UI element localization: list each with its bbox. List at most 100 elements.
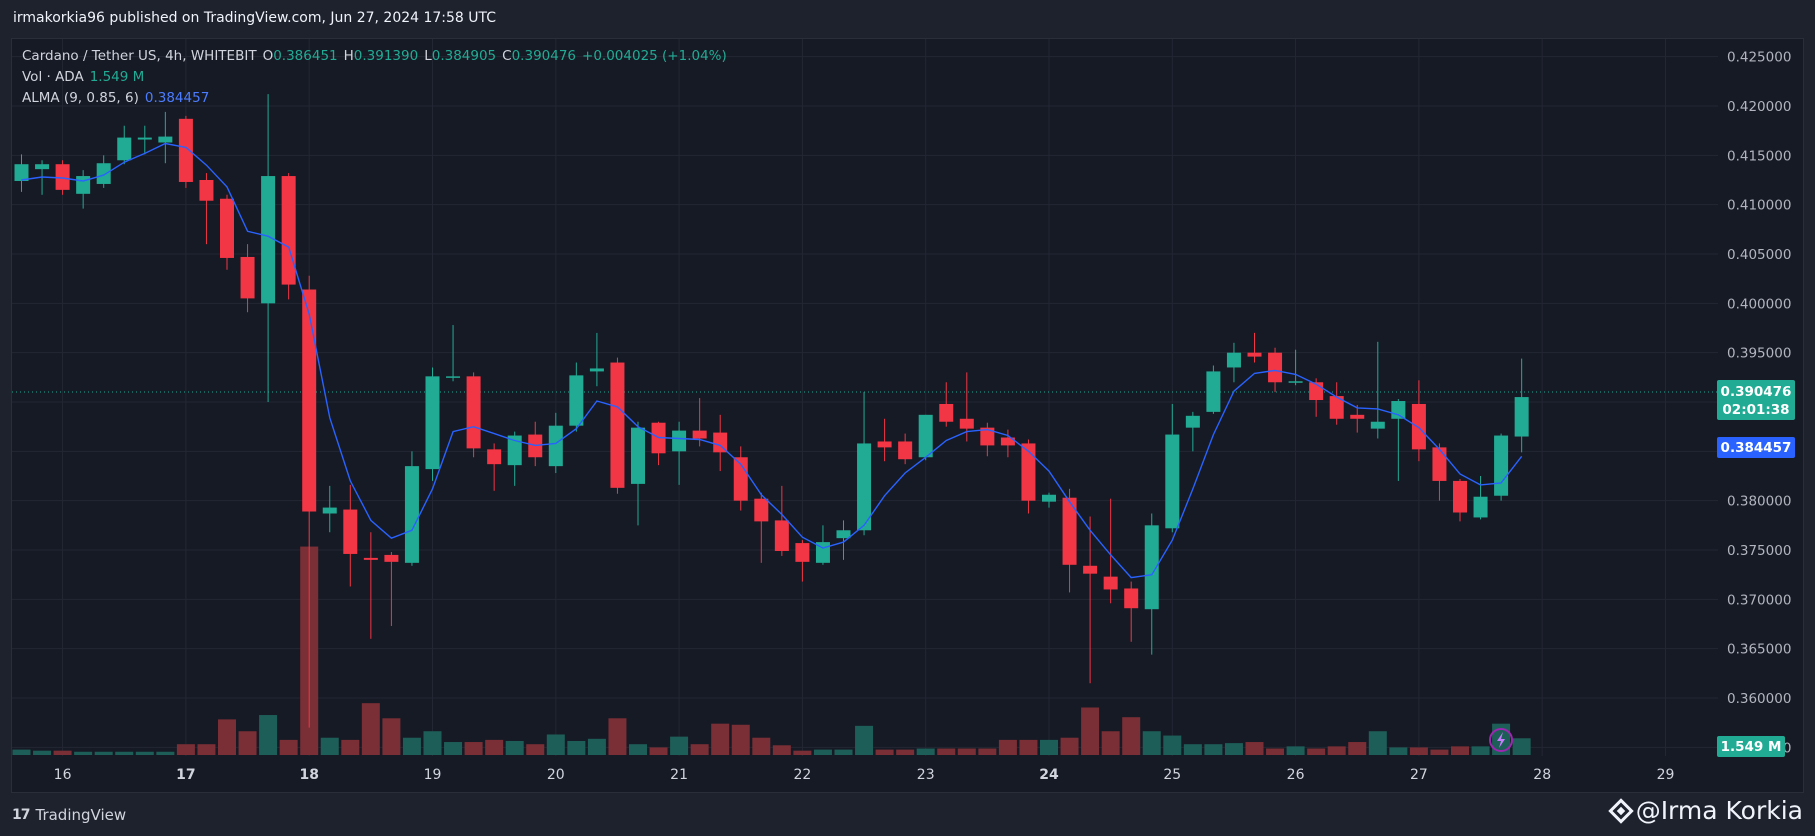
candle[interactable]: [589, 332, 604, 387]
candle[interactable]: [507, 431, 522, 486]
candle[interactable]: [939, 382, 954, 427]
candle[interactable]: [1206, 365, 1221, 414]
candle[interactable]: [1083, 516, 1098, 684]
candle[interactable]: [672, 421, 687, 485]
volume-label[interactable]: Vol · ADA: [22, 69, 84, 85]
candle[interactable]: [487, 443, 502, 491]
candle[interactable]: [651, 421, 666, 466]
volume-bar: [341, 739, 360, 755]
candle[interactable]: [322, 485, 337, 533]
candle[interactable]: [959, 372, 974, 442]
candle[interactable]: [1103, 498, 1118, 604]
candle[interactable]: [898, 433, 913, 465]
candle-body: [939, 403, 954, 422]
alma-label[interactable]: ALMA (9, 0.85, 6): [22, 90, 139, 106]
candle[interactable]: [76, 170, 91, 209]
candle-body: [959, 418, 974, 429]
change-value: +0.004025 (+1.04%): [582, 48, 727, 64]
candle[interactable]: [569, 362, 584, 432]
candle[interactable]: [1391, 399, 1406, 481]
candle[interactable]: [1144, 513, 1159, 655]
volume-bar: [834, 749, 853, 755]
candle-body: [795, 543, 810, 562]
candle[interactable]: [1165, 403, 1180, 533]
candle[interactable]: [261, 94, 276, 402]
top-bar: irmakorkia96 published on TradingView.co…: [0, 0, 1815, 38]
candle[interactable]: [1329, 382, 1344, 425]
candle[interactable]: [1000, 429, 1015, 458]
x-tick-label: 21: [670, 767, 688, 783]
candle[interactable]: [692, 398, 707, 447]
candle[interactable]: [1226, 342, 1241, 383]
candle[interactable]: [857, 392, 872, 536]
y-tick-label: 0.380000: [1727, 494, 1791, 510]
candle[interactable]: [425, 367, 440, 481]
candle-body: [1329, 396, 1344, 419]
candle[interactable]: [404, 451, 419, 566]
candle[interactable]: [713, 414, 728, 472]
candle[interactable]: [1042, 492, 1056, 508]
candle[interactable]: [363, 532, 378, 639]
volume-value: 1.549 M: [89, 69, 145, 85]
candle[interactable]: [466, 372, 481, 458]
candle[interactable]: [1350, 404, 1365, 433]
candle-body: [14, 164, 29, 181]
candle[interactable]: [199, 173, 214, 245]
candle-body: [281, 176, 296, 285]
candle[interactable]: [836, 520, 851, 560]
volume-bar: [1266, 748, 1285, 755]
candle[interactable]: [610, 357, 625, 494]
candle[interactable]: [117, 125, 132, 165]
tradingview-brand[interactable]: 17 TradingView: [12, 806, 126, 824]
candle[interactable]: [446, 325, 461, 382]
candle[interactable]: [795, 540, 810, 582]
y-tick-label: 0.375000: [1727, 543, 1791, 559]
x-tick-label: 19: [424, 767, 442, 783]
candle[interactable]: [1370, 341, 1385, 439]
candle[interactable]: [1453, 478, 1467, 522]
candle[interactable]: [1185, 411, 1200, 452]
candle-body: [1370, 421, 1385, 429]
candle[interactable]: [1473, 476, 1488, 520]
candle[interactable]: [1432, 443, 1447, 501]
volume-bar: [813, 749, 832, 755]
candle-body: [1042, 494, 1056, 502]
candle[interactable]: [1411, 380, 1426, 462]
candle[interactable]: [1062, 488, 1077, 593]
candle[interactable]: [240, 244, 255, 313]
candle[interactable]: [343, 484, 358, 587]
candle-body: [158, 136, 173, 143]
volume-bar: [238, 731, 257, 755]
low-label: L: [424, 48, 432, 64]
candle[interactable]: [1514, 358, 1529, 453]
candle[interactable]: [384, 551, 399, 626]
candle[interactable]: [158, 111, 173, 164]
candle-body: [55, 164, 70, 190]
y-tick-label: 0.425000: [1727, 50, 1791, 66]
candle[interactable]: [302, 275, 317, 728]
volume-bar: [176, 744, 195, 755]
candle[interactable]: [178, 115, 193, 188]
candle[interactable]: [1288, 349, 1303, 386]
volume-bar: [916, 748, 935, 755]
diamond-icon: [1607, 797, 1634, 824]
candle[interactable]: [137, 125, 152, 155]
candle[interactable]: [1247, 332, 1262, 363]
lightning-icon[interactable]: [1489, 728, 1513, 752]
candle[interactable]: [918, 414, 933, 461]
candle[interactable]: [980, 422, 995, 457]
candle[interactable]: [754, 492, 769, 563]
candle[interactable]: [631, 421, 645, 526]
candle[interactable]: [877, 418, 892, 462]
candle[interactable]: [1494, 433, 1509, 501]
candle[interactable]: [220, 194, 234, 270]
candle[interactable]: [774, 485, 789, 556]
candle[interactable]: [96, 155, 111, 188]
volume-bar: [875, 749, 894, 755]
candle[interactable]: [1124, 581, 1139, 642]
symbol-title[interactable]: Cardano / Tether US, 4h, WHITEBIT: [22, 48, 257, 64]
candle[interactable]: [14, 154, 29, 192]
candle[interactable]: [281, 173, 296, 300]
candle-body: [1165, 434, 1180, 529]
